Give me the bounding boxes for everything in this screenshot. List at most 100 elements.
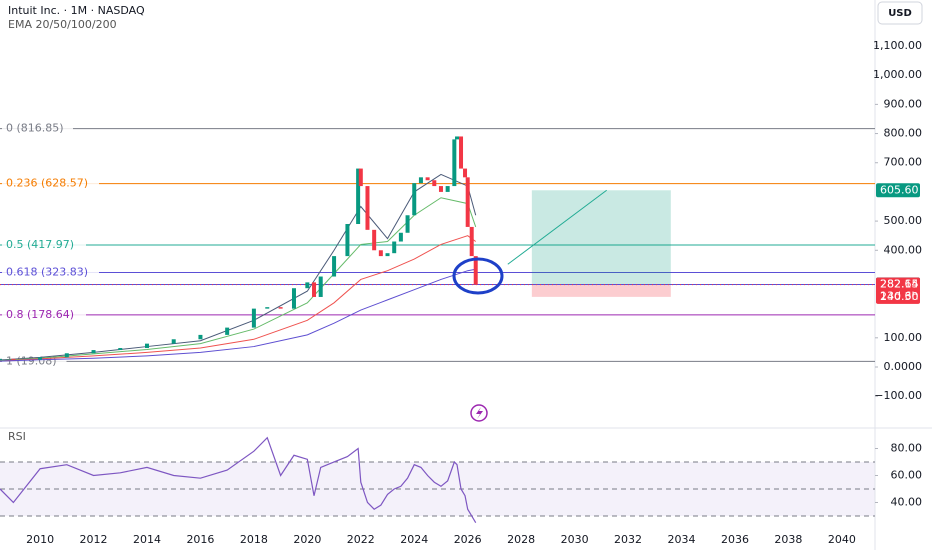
indicator-label: EMA 20/50/100/200 <box>8 18 117 31</box>
candle <box>144 343 149 349</box>
price-badge-label: 240.30 <box>880 290 919 303</box>
position-target <box>531 190 671 285</box>
currency-label[interactable]: USD <box>888 8 912 19</box>
candle <box>463 168 468 178</box>
candle <box>465 177 470 227</box>
chart-title: Intuit Inc. · 1M · NASDAQ <box>8 4 145 17</box>
price-badge <box>876 289 920 304</box>
candle <box>392 241 397 254</box>
candle <box>305 282 310 289</box>
candle <box>64 353 69 358</box>
price-badge-note: 13d 6h <box>880 290 918 303</box>
candle <box>432 180 437 187</box>
x-tick-label: 2020 <box>293 533 321 546</box>
x-tick-label: 2032 <box>614 533 642 546</box>
candle <box>412 183 417 216</box>
candle <box>318 276 323 297</box>
fib-label-bg <box>2 176 99 191</box>
candle <box>438 186 443 192</box>
candle <box>332 256 337 277</box>
price-badge <box>876 183 920 198</box>
x-tick-label: 2010 <box>26 533 54 546</box>
trend-line <box>507 189 607 265</box>
candle <box>358 168 363 187</box>
candle <box>38 357 43 360</box>
ema-line <box>0 268 476 362</box>
x-tick-label: 2040 <box>828 533 856 546</box>
x-tick-label: 2028 <box>507 533 535 546</box>
y-tick-label: 1,100.00 <box>873 39 922 52</box>
rsi-tick-label: 60.00 <box>891 468 923 481</box>
y-tick-label: −100.00 <box>874 389 922 402</box>
candle <box>445 186 450 192</box>
event-icon-bolt <box>476 407 483 419</box>
ema-line <box>0 173 477 361</box>
position-stop <box>531 284 671 297</box>
candle <box>225 327 230 335</box>
fib-label-bg <box>2 238 86 253</box>
candle <box>278 307 283 309</box>
price-badge-label: 282.14 <box>880 278 919 291</box>
candle <box>398 232 403 242</box>
plot-layer: 0 (816.85) 0.236 (628.57) 0.5 (417.97) 0.61… <box>0 45 920 524</box>
fib-label: 0 (816.85) <box>6 122 64 135</box>
candle <box>459 136 464 169</box>
candle <box>251 308 256 328</box>
candle <box>455 136 460 140</box>
x-tick-label: 2038 <box>774 533 802 546</box>
y-tick-label: 0.0000 <box>884 360 923 373</box>
candle <box>0 358 2 360</box>
candle <box>469 226 474 257</box>
x-tick-label: 2012 <box>80 533 108 546</box>
candle <box>365 186 370 230</box>
candle <box>425 177 430 181</box>
price-badge-label: 605.60 <box>880 183 919 196</box>
rsi-line <box>0 436 477 524</box>
x-tick-label: 2034 <box>668 533 696 546</box>
x-tick-label: 2022 <box>347 533 375 546</box>
highlight-circle <box>452 257 504 295</box>
candle <box>118 348 123 351</box>
rsi-tick-label: 80.00 <box>891 441 923 454</box>
candle <box>198 334 203 340</box>
x-tick-label: 2026 <box>454 533 482 546</box>
y-tick-label: 900.00 <box>884 97 923 110</box>
fib-label: 0.5 (417.97) <box>6 238 74 251</box>
rsi-label: RSI <box>8 430 26 443</box>
fib-label-bg <box>2 265 99 280</box>
candle <box>372 229 377 251</box>
candle <box>405 215 410 233</box>
candle <box>356 168 361 225</box>
candle <box>265 307 270 309</box>
y-tick-label: 700.00 <box>884 156 923 169</box>
candle <box>345 224 350 257</box>
x-tick-label: 2016 <box>186 533 214 546</box>
rsi-tick-label: 40.00 <box>891 495 923 508</box>
fib-label: 0.8 (178.64) <box>6 308 74 321</box>
x-tick-label: 2024 <box>400 533 428 546</box>
fib-label-bg <box>2 121 73 136</box>
candle <box>473 256 478 285</box>
y-tick-label: 100.00 <box>884 331 923 344</box>
candle <box>385 253 390 257</box>
x-tick-label: 2036 <box>721 533 749 546</box>
fib-label: 0.236 (628.57) <box>6 177 88 190</box>
x-tick-label: 2030 <box>561 533 589 546</box>
x-tick-label: 2018 <box>240 533 268 546</box>
candle <box>378 250 383 257</box>
fib-label: 0.618 (323.83) <box>6 265 88 278</box>
x-tick-label: 2014 <box>133 533 161 546</box>
currency-button[interactable] <box>877 1 923 25</box>
candle <box>312 282 317 297</box>
ema-line <box>0 235 477 362</box>
candle <box>11 358 16 360</box>
y-tick-label: 800.00 <box>884 127 923 140</box>
fib-label-bg <box>2 307 86 322</box>
y-tick-label: 400.00 <box>884 243 923 256</box>
candle <box>171 339 176 344</box>
candle <box>418 177 423 184</box>
y-tick-label: 1,000.00 <box>873 68 922 81</box>
candle <box>291 288 296 309</box>
